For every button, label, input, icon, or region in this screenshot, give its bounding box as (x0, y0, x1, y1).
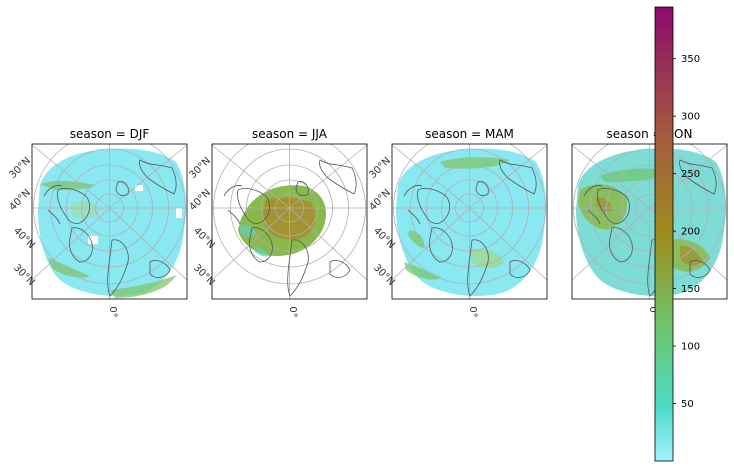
panel-son: season = SON 0° (571, 127, 728, 318)
lat-label-jja-3: 40°N (191, 225, 217, 251)
colorbar-tick-label: 250 (681, 169, 700, 180)
lat-label-mam-2: 40°N (367, 187, 393, 213)
panel-title-mam: season = MAM (425, 127, 514, 141)
lon-label-mam: 0° (467, 306, 478, 317)
data-patch-son-3 (600, 168, 670, 182)
coastlines-jja (223, 159, 357, 297)
data-patch-djf-2 (70, 200, 100, 220)
colorbar-tick-label: 50 (681, 399, 694, 410)
panel-title-djf: season = DJF (70, 127, 150, 141)
colorbar-tick-label: 100 (681, 342, 700, 353)
axes-frame-jja (211, 143, 368, 300)
colorbar-ticks: 50 100 150 200 250 300 350 (673, 54, 700, 410)
data-patch-mam (404, 157, 510, 280)
axes-frame-djf (31, 143, 188, 300)
lon-label-jja: 0° (287, 306, 298, 317)
data-field-djf (38, 148, 186, 296)
data-edge-jja (240, 224, 270, 257)
lat-label-jja-4: 30°N (191, 262, 217, 288)
graticule-djf (32, 144, 187, 299)
panel-jja: season = JJA 30°N 40°N 40°N 30 (187, 127, 368, 318)
colorbar-tick-label: 150 (681, 284, 700, 295)
lat-label-djf-4: 30°N (11, 262, 37, 288)
lat-label-jja-1: 30°N (187, 155, 213, 181)
axes-frame-son (571, 143, 728, 300)
graticule-jja (212, 144, 367, 299)
lon-label-djf: 0° (107, 306, 118, 317)
graticule-son (572, 144, 727, 299)
colorbar: 50 100 150 200 250 300 350 (654, 6, 700, 462)
coastlines-mam (403, 159, 537, 297)
lon-label-son: 0° (647, 306, 658, 317)
lat-label-mam-1: 30°N (367, 155, 393, 181)
axes-frame-mam (391, 143, 548, 300)
data-patch-djf (40, 180, 176, 298)
lat-label-djf-2: 40°N (7, 187, 33, 213)
panel-mam: season = MAM 30°N 40°N 40°N 30 (367, 127, 548, 318)
colorbar-tick-label: 350 (681, 54, 700, 65)
panel-djf: season = DJF 30°N 40°N 40°N (7, 127, 188, 318)
panel-title-son: season = SON (607, 127, 693, 141)
colorbar-tick-label: 200 (681, 227, 700, 238)
coastlines-djf (43, 159, 177, 297)
panel-title-jja: season = JJA (252, 127, 328, 141)
colorbar-gradient (654, 6, 674, 462)
lat-label-jja-2: 40°N (187, 187, 213, 213)
lat-label-djf-1: 30°N (7, 155, 33, 181)
lat-label-mam-3: 40°N (371, 225, 397, 251)
lat-label-mam-4: 30°N (371, 262, 397, 288)
data-gap-djf (88, 185, 182, 244)
lat-label-djf-3: 40°N (11, 225, 37, 251)
graticule-mam (392, 144, 547, 299)
colorbar-tick-label: 300 (681, 112, 700, 123)
data-patch-mam-2 (470, 248, 504, 268)
